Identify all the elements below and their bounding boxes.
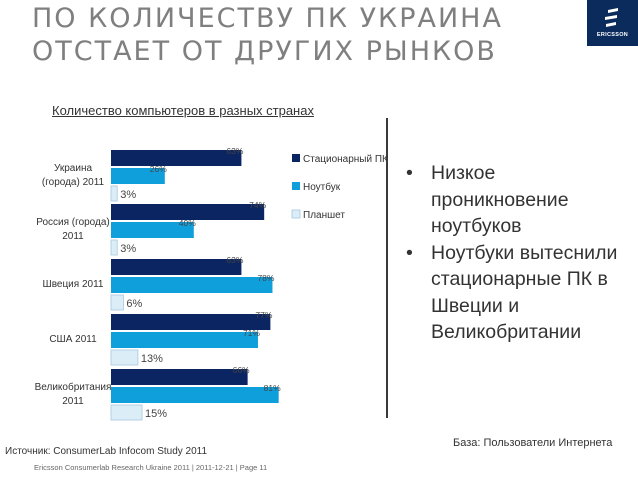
data-label: 81% (264, 383, 281, 393)
bar (110, 239, 118, 256)
ericsson-logo: ERICSSON (587, 0, 638, 46)
bullet-item: Низкое проникновение ноутбуков (404, 160, 634, 240)
data-label: 71% (243, 328, 260, 338)
base-note: База: Пользователи Интернета (453, 437, 613, 449)
data-label: 40% (179, 218, 196, 228)
bar (110, 185, 118, 202)
category-label: Россия (города) (36, 217, 110, 228)
bar (111, 168, 165, 184)
category-label: 2011 (62, 231, 84, 242)
bar-chart: Украина (города) 2011 63% 26% 3% Россия (горо… (35, 146, 386, 421)
category-label: 2011 (62, 396, 84, 407)
ericsson-logo-icon (605, 8, 618, 27)
data-label: 6% (126, 298, 142, 310)
page-footer: Ericsson Consumerlab Research Ukraine 20… (34, 463, 268, 472)
bar (111, 387, 279, 403)
data-label: 66% (233, 365, 250, 375)
category-label: (города) 2011 (42, 177, 105, 188)
bar (110, 294, 124, 311)
legend-swatch (292, 182, 300, 190)
category-label: Швеция 2011 (43, 279, 104, 290)
logo-text: ERICSSON (596, 32, 629, 38)
legend-swatch (292, 154, 300, 162)
data-label: 78% (257, 273, 274, 283)
bar (111, 222, 194, 238)
slide-title: ПО КОЛИЧЕСТВУ ПК УКРАИНА ОТСТАЕТ ОТ ДРУГ… (32, 3, 503, 67)
data-label: 3% (120, 189, 136, 201)
bullet-item: Ноутбуки вытеснили стационарные ПК в Шве… (404, 240, 634, 346)
data-label: 3% (120, 243, 136, 255)
chart-title: Количество компьютеров в разных странах (52, 103, 314, 118)
category-label: Украина (54, 163, 93, 174)
bar (111, 314, 271, 330)
bar (110, 404, 143, 421)
bar (111, 204, 265, 220)
bar (111, 369, 248, 385)
data-label: 13% (141, 353, 163, 365)
legend-swatch (291, 209, 301, 219)
bullet-list: Низкое проникновение ноутбуков Ноутбуки … (404, 160, 634, 346)
data-label: 63% (226, 255, 243, 265)
bar (111, 259, 242, 275)
data-label: 63% (226, 146, 243, 156)
legend-label: Стационарный ПК (303, 154, 386, 165)
category-label: Великобритания (35, 381, 112, 393)
data-label: 26% (150, 164, 167, 174)
bar (111, 277, 273, 293)
bar (111, 150, 242, 166)
data-label: 74% (249, 200, 266, 210)
divider-line (386, 118, 388, 418)
bar (110, 349, 139, 366)
bar (111, 332, 258, 348)
source-note: Источник: ConsumerLab Infocom Study 2011 (5, 446, 208, 457)
data-label: 77% (255, 310, 272, 320)
category-label: США 2011 (49, 334, 97, 345)
legend-label: Ноутбук (303, 181, 341, 193)
legend-label: Планшет (303, 210, 345, 221)
data-label: 15% (145, 408, 167, 420)
